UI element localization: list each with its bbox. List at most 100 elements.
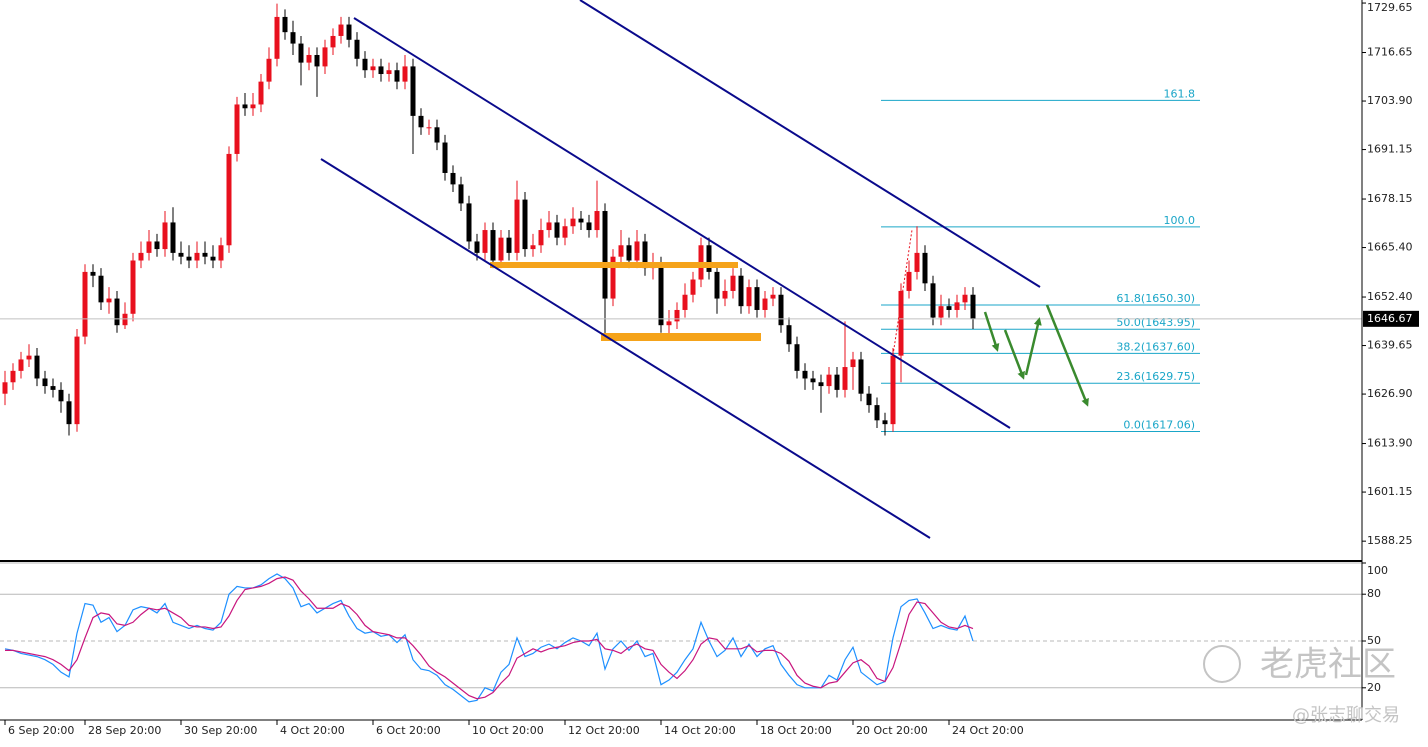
candle-body bbox=[186, 256, 192, 261]
x-tick-label: 18 Oct 20:00 bbox=[760, 724, 832, 737]
candle-body bbox=[154, 241, 160, 250]
fib-label: 0.0(1617.06) bbox=[1123, 419, 1195, 432]
candle-body bbox=[378, 66, 384, 75]
x-tick-label: 20 Oct 20:00 bbox=[856, 724, 928, 737]
candle-body bbox=[682, 294, 688, 310]
candle-body bbox=[314, 54, 320, 67]
candle-body bbox=[786, 325, 792, 345]
candle-body bbox=[586, 222, 592, 231]
candle-body bbox=[482, 230, 488, 253]
candle-body bbox=[298, 43, 304, 63]
x-tick-label: 24 Oct 20:00 bbox=[952, 724, 1024, 737]
candle-body bbox=[882, 420, 888, 425]
candle-body bbox=[426, 127, 432, 129]
y-tick-label: 1716.65 bbox=[1367, 46, 1413, 59]
candle-body bbox=[738, 275, 744, 307]
candle-body bbox=[290, 32, 296, 44]
candle-body bbox=[810, 378, 816, 383]
x-tick-label: 12 Oct 20:00 bbox=[568, 724, 640, 737]
candle-body bbox=[522, 199, 528, 250]
candle-body bbox=[18, 359, 24, 371]
candle-body bbox=[578, 218, 584, 223]
candle-body bbox=[26, 355, 32, 360]
candle-body bbox=[658, 264, 664, 326]
x-tick-label: 10 Oct 20:00 bbox=[472, 724, 544, 737]
candle-body bbox=[826, 374, 832, 387]
candle-body bbox=[170, 222, 176, 253]
candle-body bbox=[178, 252, 184, 257]
candle-body bbox=[842, 367, 848, 390]
candle-body bbox=[90, 271, 96, 276]
candle-body bbox=[130, 260, 136, 314]
candle-body bbox=[938, 306, 944, 318]
support-zone bbox=[490, 262, 738, 268]
candle-body bbox=[834, 374, 840, 390]
candle-body bbox=[74, 336, 80, 425]
candle-body bbox=[722, 290, 728, 299]
candle-body bbox=[82, 271, 88, 337]
candle-body bbox=[354, 39, 360, 59]
x-tick-label: 6 Oct 20:00 bbox=[376, 724, 441, 737]
candle-body bbox=[66, 401, 72, 425]
candle-body bbox=[970, 294, 976, 319]
candle-body bbox=[210, 256, 216, 261]
candle-body bbox=[714, 271, 720, 299]
y-tick-label: 1601.15 bbox=[1367, 485, 1413, 498]
candle-body bbox=[386, 70, 392, 75]
candle-body bbox=[322, 47, 328, 67]
candle-body bbox=[202, 252, 208, 257]
candle-body bbox=[562, 226, 568, 238]
watermark-icon bbox=[1203, 645, 1241, 683]
candle-body bbox=[474, 241, 480, 253]
candle-body bbox=[746, 287, 752, 307]
candle-body bbox=[594, 211, 600, 231]
current-price-box bbox=[1363, 310, 1419, 327]
y-tick-label: 1626.90 bbox=[1367, 387, 1413, 400]
candle-body bbox=[642, 241, 648, 269]
candle-body bbox=[754, 287, 760, 310]
forecast-arrow bbox=[1045, 304, 1089, 407]
candle-body bbox=[818, 382, 824, 387]
candle-body bbox=[858, 359, 864, 394]
candle-body bbox=[370, 66, 376, 71]
x-tick-label: 6 Sep 20:00 bbox=[8, 724, 74, 737]
candle-body bbox=[634, 241, 640, 261]
candle-body bbox=[458, 184, 464, 204]
oscillator-line bbox=[5, 576, 974, 700]
candle-body bbox=[770, 294, 776, 299]
candle-body bbox=[570, 218, 576, 227]
candle-body bbox=[266, 58, 272, 82]
candle-body bbox=[450, 172, 456, 185]
forecast-arrow bbox=[1024, 317, 1042, 376]
candle-body bbox=[546, 222, 552, 231]
y-tick-label: 1703.90 bbox=[1367, 94, 1413, 107]
candle-body bbox=[338, 24, 344, 36]
candle-body bbox=[50, 386, 56, 390]
candle-body bbox=[506, 237, 512, 253]
x-tick-label: 28 Sep 20:00 bbox=[88, 724, 161, 737]
candle-body bbox=[778, 294, 784, 326]
candle-body bbox=[234, 104, 240, 154]
candle-body bbox=[2, 382, 8, 394]
candle-body bbox=[282, 16, 288, 33]
y-tick-label: 1665.40 bbox=[1367, 241, 1413, 254]
x-tick-label: 14 Oct 20:00 bbox=[664, 724, 736, 737]
y-tick-label: 100 bbox=[1367, 564, 1388, 577]
candle-body bbox=[418, 115, 424, 128]
candle-body bbox=[346, 24, 352, 40]
candle-body bbox=[802, 370, 808, 379]
candle-body bbox=[250, 104, 256, 109]
candle-body bbox=[42, 378, 48, 387]
candle-body bbox=[794, 344, 800, 371]
candle-body bbox=[514, 199, 520, 253]
y-tick-label: 1678.15 bbox=[1367, 192, 1413, 205]
candle-body bbox=[58, 389, 64, 402]
y-tick-label: 20 bbox=[1367, 681, 1381, 694]
fib-label: 100.0 bbox=[1164, 214, 1196, 227]
candle-body bbox=[10, 370, 16, 383]
x-tick-label: 4 Oct 20:00 bbox=[280, 724, 345, 737]
candle-body bbox=[274, 16, 280, 59]
channel-line bbox=[579, 0, 1041, 288]
fib-label: 61.8(1650.30) bbox=[1116, 292, 1195, 305]
